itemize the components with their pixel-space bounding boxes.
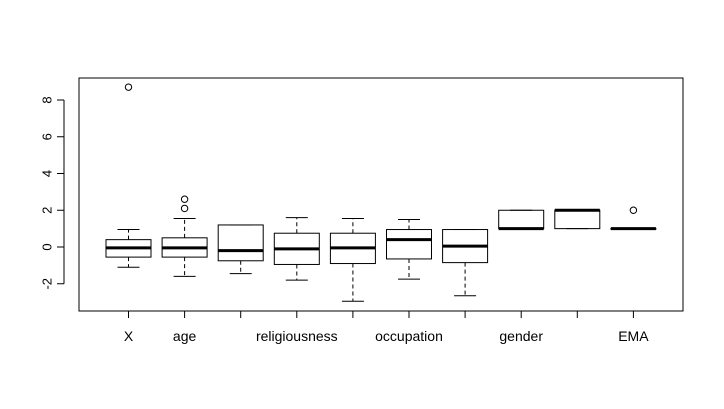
- box-rect: [217, 224, 264, 262]
- outlier-point: [629, 206, 638, 214]
- box-rect: [386, 229, 432, 260]
- x-tick-label: EMA: [618, 328, 649, 344]
- y-tick-label: 8: [39, 96, 54, 103]
- box-occupation: [386, 218, 432, 280]
- y-tick-label: -2: [39, 278, 54, 290]
- box-EMA: [610, 206, 657, 231]
- box-religiousness: [273, 217, 320, 281]
- box-gender: [498, 209, 545, 231]
- outlier-point: [180, 204, 189, 213]
- box-var-7: [442, 229, 489, 297]
- box-age: [161, 195, 208, 277]
- box-rect: [554, 209, 601, 230]
- x-tick-label: gender: [499, 328, 543, 344]
- plot-frame: [78, 77, 684, 312]
- y-tick-label: 4: [39, 170, 54, 177]
- x-tick-label: occupation: [375, 328, 443, 344]
- boxes: [105, 83, 657, 302]
- box-var-3: [217, 224, 264, 275]
- box-rect: [498, 209, 545, 230]
- x-tick-label: age: [173, 328, 197, 344]
- outlier-point: [180, 195, 189, 203]
- box-X: [105, 83, 152, 268]
- box-var-5: [329, 218, 376, 302]
- y-tick-label: 2: [39, 207, 54, 214]
- outlier-point: [124, 83, 133, 91]
- y-axis: -2 0 2 4 6 8: [39, 96, 65, 290]
- y-tick-label: 0: [39, 243, 54, 250]
- y-tick-label: 6: [39, 133, 54, 140]
- x-tick-label: X: [124, 328, 134, 344]
- box-var-9: [554, 208, 601, 230]
- x-tick-label: religiousness: [256, 328, 338, 344]
